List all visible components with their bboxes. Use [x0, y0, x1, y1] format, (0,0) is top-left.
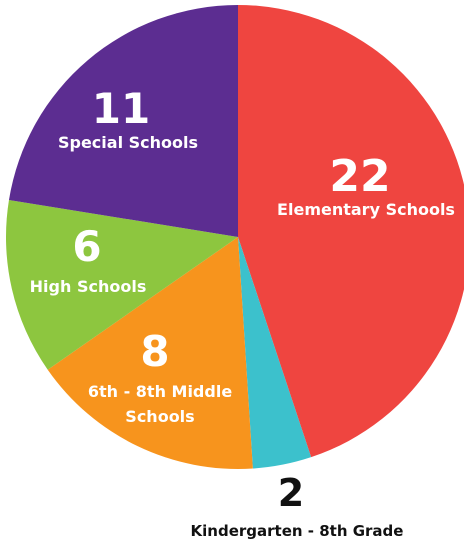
pie-slice-middle	[47, 237, 253, 469]
value-label-elementary: 22	[329, 151, 390, 202]
slice-label-elementary: Elementary Schools	[277, 200, 455, 219]
value-label-special: 11	[92, 84, 150, 133]
pie-slice-elementary	[238, 5, 464, 458]
pie-slices	[5, 4, 464, 469]
value-label-k8: 2	[278, 471, 304, 515]
pie-labels: 22 Elementary Schools 11 Special Schools…	[30, 84, 455, 540]
slice-label-middle-line1: 6th - 8th Middle	[88, 382, 232, 401]
slice-label-high: High Schools	[30, 277, 147, 296]
slice-label-middle-line2: Schools	[125, 407, 194, 426]
value-label-high: 6	[72, 222, 101, 271]
pie-slice-special	[8, 4, 238, 238]
pie-slice-high	[5, 199, 239, 370]
pie-slice-k8	[238, 237, 312, 469]
value-label-middle: 8	[140, 327, 169, 376]
slice-label-k8: Kindergarten - 8th Grade	[191, 522, 404, 540]
slice-label-special: Special Schools	[58, 133, 198, 152]
